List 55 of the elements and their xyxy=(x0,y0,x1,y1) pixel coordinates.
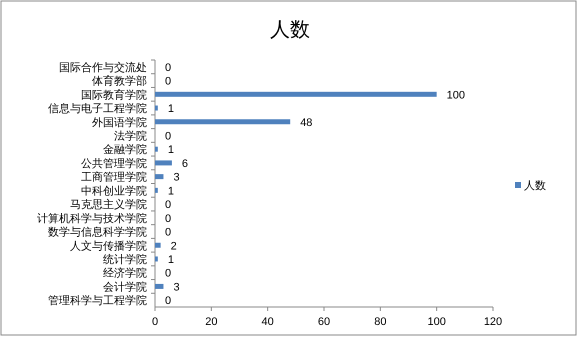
y-tick-label: 统计学院 xyxy=(103,252,147,266)
y-tick-label: 外国语学院 xyxy=(92,116,147,129)
x-tick-label: 100 xyxy=(427,316,446,328)
y-tick-label: 国际教育学院 xyxy=(81,88,147,102)
data-label: 100 xyxy=(446,89,466,102)
bar xyxy=(155,146,158,152)
y-tick-label: 经济学院 xyxy=(103,266,147,280)
x-tick-label: 80 xyxy=(374,316,386,328)
y-tick-label: 体育教学部 xyxy=(92,74,147,88)
y-tick-label: 计算机科学与技术学院 xyxy=(37,212,147,225)
data-label: 1 xyxy=(168,185,174,198)
bar xyxy=(155,106,158,111)
y-tick-label: 会计学院 xyxy=(103,280,147,294)
data-label: 0 xyxy=(165,212,172,225)
y-tick-label: 工商管理学院 xyxy=(81,170,147,184)
y-tick-label: 马克思主义学院 xyxy=(70,198,147,212)
bar xyxy=(155,119,290,124)
data-label: 2 xyxy=(170,240,177,252)
y-tick-label: 金融学院 xyxy=(103,143,147,156)
data-label: 0 xyxy=(165,76,172,88)
bar xyxy=(155,92,437,97)
y-tick-label: 法学院 xyxy=(114,129,147,142)
bar xyxy=(155,284,164,289)
bar xyxy=(155,256,158,262)
y-tick-label: 管理科学与工程学院 xyxy=(48,294,147,308)
x-tick-label: 120 xyxy=(484,316,502,328)
data-label: 0 xyxy=(165,295,172,308)
data-label: 0 xyxy=(165,226,172,239)
data-label: 0 xyxy=(165,268,172,280)
y-tick-label: 信息与电子工程学院 xyxy=(48,102,147,116)
y-tick-label: 国际合作与交流处 xyxy=(59,60,147,74)
legend-label: 人数 xyxy=(524,180,546,192)
y-tick-label: 数学与信息科学学院 xyxy=(48,226,147,239)
x-tick-label: 0 xyxy=(152,316,158,328)
y-tick-label: 公共管理学院 xyxy=(81,156,147,170)
data-label: 0 xyxy=(165,199,172,212)
data-label: 0 xyxy=(165,130,172,142)
x-tick-label: 40 xyxy=(262,316,274,328)
y-tick-label: 人文与传播学院 xyxy=(70,239,147,252)
y-tick-label: 中科创业学院 xyxy=(81,184,147,198)
data-label: 1 xyxy=(168,103,174,116)
bar xyxy=(155,174,164,180)
data-label: 3 xyxy=(173,172,180,184)
data-label: 1 xyxy=(168,144,174,156)
data-label: 3 xyxy=(173,281,180,294)
data-label: 48 xyxy=(300,116,312,129)
bar xyxy=(155,242,161,248)
x-tick-label: 20 xyxy=(205,316,218,328)
data-label: 1 xyxy=(168,254,174,266)
chart-title: 人数 xyxy=(270,19,310,41)
bar xyxy=(155,188,158,193)
data-label: 0 xyxy=(165,62,172,74)
x-tick-label: 60 xyxy=(318,316,330,328)
data-label: 6 xyxy=(182,158,188,170)
bar xyxy=(155,160,172,166)
